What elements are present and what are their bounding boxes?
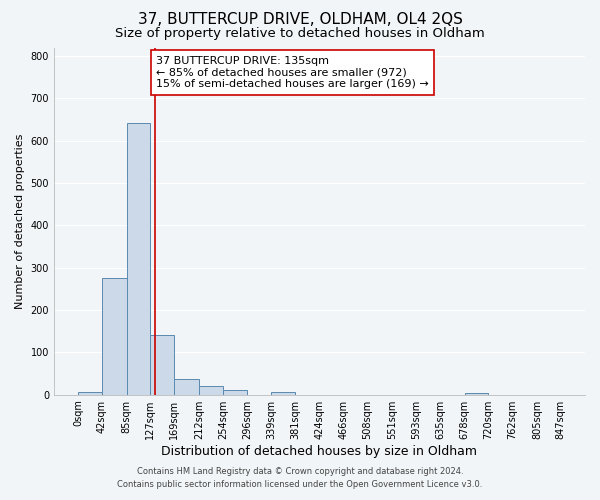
Bar (464, 392, 488, 394)
Bar (78, 392, 102, 394)
Text: Contains HM Land Registry data © Crown copyright and database right 2024.
Contai: Contains HM Land Registry data © Crown c… (118, 468, 482, 489)
Bar (151, 336, 175, 394)
X-axis label: Distribution of detached houses by size in Oldham: Distribution of detached houses by size … (161, 444, 478, 458)
Bar (223, 390, 247, 394)
Bar (175, 379, 199, 394)
Y-axis label: Number of detached properties: Number of detached properties (15, 134, 25, 309)
Text: Size of property relative to detached houses in Oldham: Size of property relative to detached ho… (115, 28, 485, 40)
Bar (102, 278, 127, 394)
Bar (271, 392, 295, 394)
Text: 37 BUTTERCUP DRIVE: 135sqm
← 85% of detached houses are smaller (972)
15% of sem: 37 BUTTERCUP DRIVE: 135sqm ← 85% of deta… (156, 56, 429, 89)
Bar (127, 124, 151, 394)
Text: 37, BUTTERCUP DRIVE, OLDHAM, OL4 2QS: 37, BUTTERCUP DRIVE, OLDHAM, OL4 2QS (137, 12, 463, 28)
Bar (199, 386, 223, 394)
